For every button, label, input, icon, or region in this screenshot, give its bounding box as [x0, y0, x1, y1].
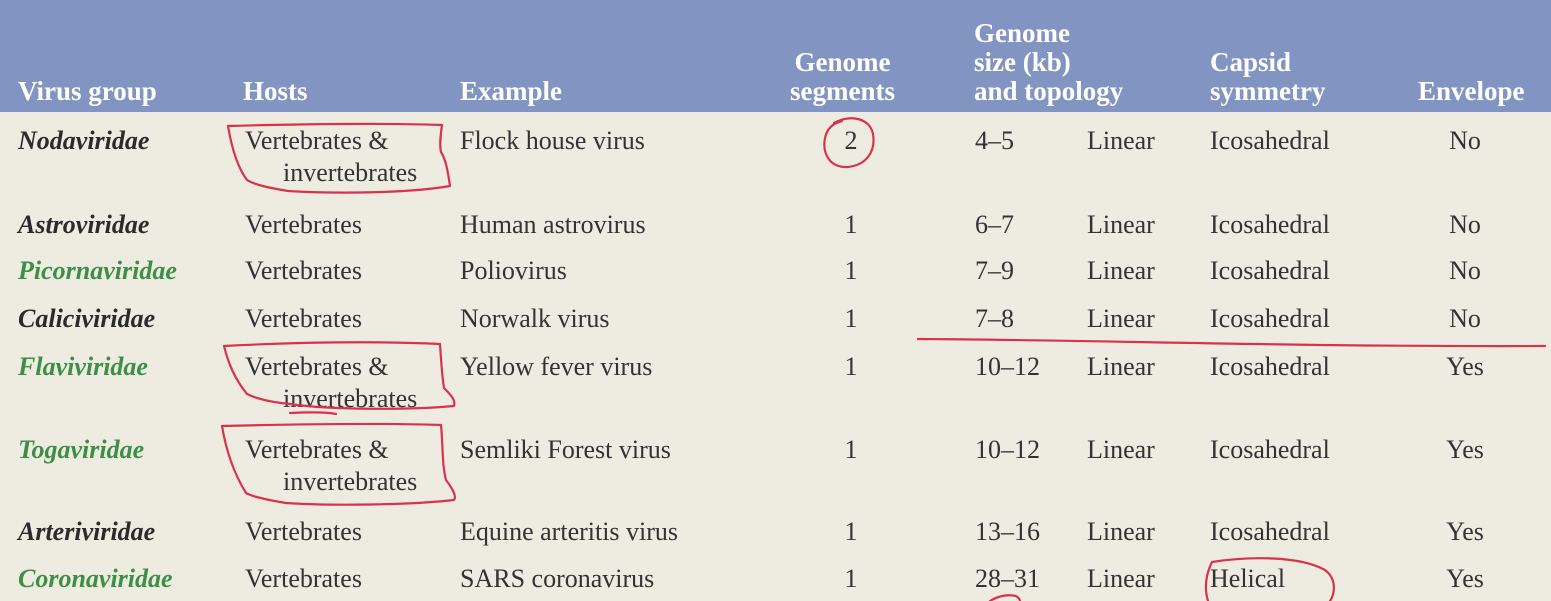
genome-topology-value: Linear — [1087, 304, 1155, 333]
genome-size-value: 28–31 — [975, 564, 1040, 593]
genome-segments-value: 1 — [844, 304, 858, 333]
genome-size-value: 13–16 — [975, 517, 1040, 546]
capsid-symmetry-value: Icosahedral — [1210, 304, 1330, 333]
genome-segments-value: 1 — [844, 435, 858, 464]
virus-group-name: Caliciviridae — [18, 304, 156, 333]
virus-group-name: Arteriviridae — [18, 517, 156, 546]
header-envelope: Envelope — [1418, 76, 1525, 106]
annotation-tick-coronaviridae-size — [988, 594, 1022, 601]
hosts-text: invertebrates — [283, 158, 418, 187]
capsid-symmetry-value: Icosahedral — [1210, 352, 1330, 381]
envelope-value: Yes — [1446, 517, 1484, 546]
header-example: Example — [460, 76, 563, 106]
header-genome-size-line2: size (kb) — [974, 47, 1071, 77]
example-virus: Norwalk virus — [460, 304, 610, 333]
genome-segments-value: 2 — [844, 126, 858, 155]
hosts-text: Vertebrates & — [245, 352, 389, 381]
genome-topology-value: Linear — [1087, 435, 1155, 464]
example-virus: Semliki Forest virus — [460, 435, 671, 464]
virus-group-name: Nodaviridae — [18, 126, 150, 155]
header-genome-size-line1: Genome — [974, 18, 1070, 48]
hosts-text: Vertebrates — [245, 517, 362, 546]
genome-topology-value: Linear — [1087, 126, 1155, 155]
annotation-underline-caliciviridae — [916, 337, 1547, 348]
hosts-text: Vertebrates — [245, 210, 362, 239]
genome-size-value: 10–12 — [975, 352, 1040, 381]
envelope-value: Yes — [1446, 352, 1484, 381]
header-hosts: Hosts — [243, 76, 308, 106]
envelope-value: Yes — [1446, 435, 1484, 464]
virus-group-name: Astroviridae — [18, 210, 150, 239]
envelope-value: No — [1449, 304, 1481, 333]
envelope-value: No — [1449, 126, 1481, 155]
hosts-text: Vertebrates — [245, 304, 362, 333]
example-virus: Flock house virus — [460, 126, 645, 155]
genome-size-value: 6–7 — [975, 210, 1014, 239]
envelope-value: No — [1449, 256, 1481, 285]
header-genome-size: Genome size (kb) and topology — [974, 19, 1123, 106]
capsid-symmetry-value: Icosahedral — [1210, 256, 1330, 285]
genome-size-value: 10–12 — [975, 435, 1040, 464]
genome-topology-value: Linear — [1087, 564, 1155, 593]
header-capsid-line2: symmetry — [1210, 76, 1326, 106]
example-virus: Yellow fever virus — [460, 352, 653, 381]
hosts-text: invertebrates — [283, 467, 418, 496]
capsid-symmetry-value: Icosahedral — [1210, 210, 1330, 239]
capsid-symmetry-value: Icosahedral — [1210, 435, 1330, 464]
capsid-symmetry-value: Icosahedral — [1210, 517, 1330, 546]
genome-topology-value: Linear — [1087, 256, 1155, 285]
example-virus: Human astrovirus — [460, 210, 646, 239]
virus-group-name: Coronaviridae — [18, 564, 173, 593]
header-genome-segments-line1: Genome — [794, 47, 891, 77]
hosts-text: Vertebrates — [245, 256, 362, 285]
envelope-value: No — [1449, 210, 1481, 239]
genome-segments-value: 1 — [844, 256, 858, 285]
example-virus: Poliovirus — [460, 256, 567, 285]
example-virus: SARS coronavirus — [460, 564, 655, 593]
hosts-text: invertebrates — [283, 384, 418, 413]
header-genome-segments: Genome segments — [790, 48, 895, 106]
virus-group-name: Flaviviridae — [18, 352, 148, 381]
table-header: Virus group Hosts Example Genome segment… — [0, 0, 1551, 112]
capsid-symmetry-value: Helical — [1210, 564, 1286, 593]
genome-size-value: 7–8 — [975, 304, 1014, 333]
header-genome-size-line3: and topology — [974, 76, 1124, 106]
envelope-value: Yes — [1446, 564, 1484, 593]
virus-group-name: Togaviridae — [18, 435, 145, 464]
genome-topology-value: Linear — [1087, 352, 1155, 381]
header-genome-segments-line2: segments — [790, 76, 895, 106]
genome-topology-value: Linear — [1087, 210, 1155, 239]
header-capsid-line1: Capsid — [1210, 47, 1292, 77]
genome-segments-value: 1 — [844, 210, 858, 239]
genome-size-value: 4–5 — [975, 126, 1014, 155]
virus-group-name: Picornaviridae — [18, 256, 177, 285]
hosts-text: Vertebrates & — [245, 435, 389, 464]
hosts-text: Vertebrates & — [245, 126, 389, 155]
genome-topology-value: Linear — [1087, 517, 1155, 546]
genome-size-value: 7–9 — [975, 256, 1014, 285]
header-capsid-symmetry: Capsid symmetry — [1210, 48, 1325, 106]
genome-segments-value: 1 — [844, 352, 858, 381]
hosts-text: Vertebrates — [245, 564, 362, 593]
genome-segments-value: 1 — [844, 517, 858, 546]
genome-segments-value: 1 — [844, 564, 858, 593]
header-virus-group: Virus group — [18, 76, 157, 106]
capsid-symmetry-value: Icosahedral — [1210, 126, 1330, 155]
example-virus: Equine arteritis virus — [460, 517, 679, 546]
